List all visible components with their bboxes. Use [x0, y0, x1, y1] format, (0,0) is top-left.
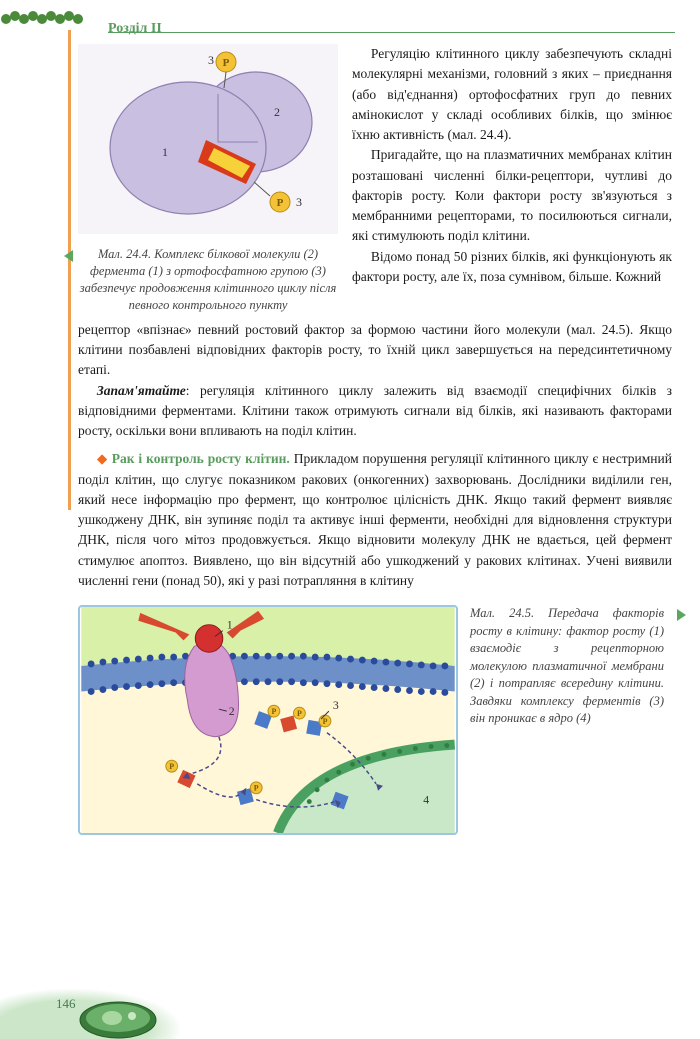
bullet-diamond-icon: ◆	[97, 451, 112, 466]
figure-24-4: P 3 P 3 1 2 Мал. 24.4. Комплекс білкової…	[78, 44, 338, 314]
caption-marker-icon	[64, 250, 73, 262]
svg-text:1: 1	[162, 145, 168, 159]
svg-text:P: P	[323, 717, 328, 726]
paragraph-3b: рецептор «впізнає» певний ростовий факто…	[78, 320, 672, 381]
figure-24-5: P P P P P	[78, 605, 672, 835]
figure-24-4-svg: P 3 P 3 1 2	[78, 44, 338, 234]
figure-24-4-caption-text: Мал. 24.4. Комплекс білкової молекули (2…	[80, 247, 337, 312]
svg-text:P: P	[297, 709, 302, 718]
paragraph-cancer-text: Прикладом порушення регуляції клітинного…	[78, 451, 672, 588]
svg-text:3: 3	[208, 53, 214, 67]
svg-text:P: P	[271, 707, 276, 716]
svg-text:2: 2	[229, 704, 235, 718]
figure-24-5-caption-text: Мал. 24.5. Передача факторів росту в клі…	[470, 606, 664, 725]
svg-text:3: 3	[296, 195, 302, 209]
svg-text:1: 1	[227, 618, 233, 632]
page-header: Розділ ІІ	[0, 0, 700, 30]
svg-text:4: 4	[423, 793, 429, 807]
sidebar-orange-rule	[68, 30, 71, 510]
remember-label: Запам'ятайте	[97, 383, 186, 398]
svg-text:3: 3	[333, 698, 339, 712]
page-content: P 3 P 3 1 2 Мал. 24.4. Комплекс білкової…	[0, 30, 700, 835]
paragraph-remember: Запам'ятайте: регуляція клітинного циклу…	[78, 381, 672, 442]
figure-24-4-caption: Мал. 24.4. Комплекс білкової молекули (2…	[78, 246, 338, 314]
svg-text:P: P	[223, 57, 230, 69]
figure-24-5-caption: Мал. 24.5. Передача факторів росту в клі…	[470, 605, 672, 835]
svg-text:2: 2	[274, 105, 280, 119]
svg-text:P: P	[169, 762, 174, 771]
svg-text:P: P	[254, 784, 259, 793]
paragraph-3a-text: Відомо понад 50 різних білків, які функц…	[352, 249, 672, 284]
page-number: 146	[56, 994, 76, 1014]
section-cancer: ◆ Рак і контроль росту клітин. Прикладом…	[78, 449, 672, 591]
section-head-cancer: Рак і контроль росту клітин.	[112, 451, 290, 466]
svg-text:P: P	[277, 197, 284, 209]
paragraph-cancer: ◆ Рак і контроль росту клітин. Прикладом…	[78, 449, 672, 591]
figure-24-5-svg: P P P P P	[78, 605, 458, 835]
decorative-beads	[0, 8, 90, 26]
caption-marker-icon	[677, 609, 686, 621]
